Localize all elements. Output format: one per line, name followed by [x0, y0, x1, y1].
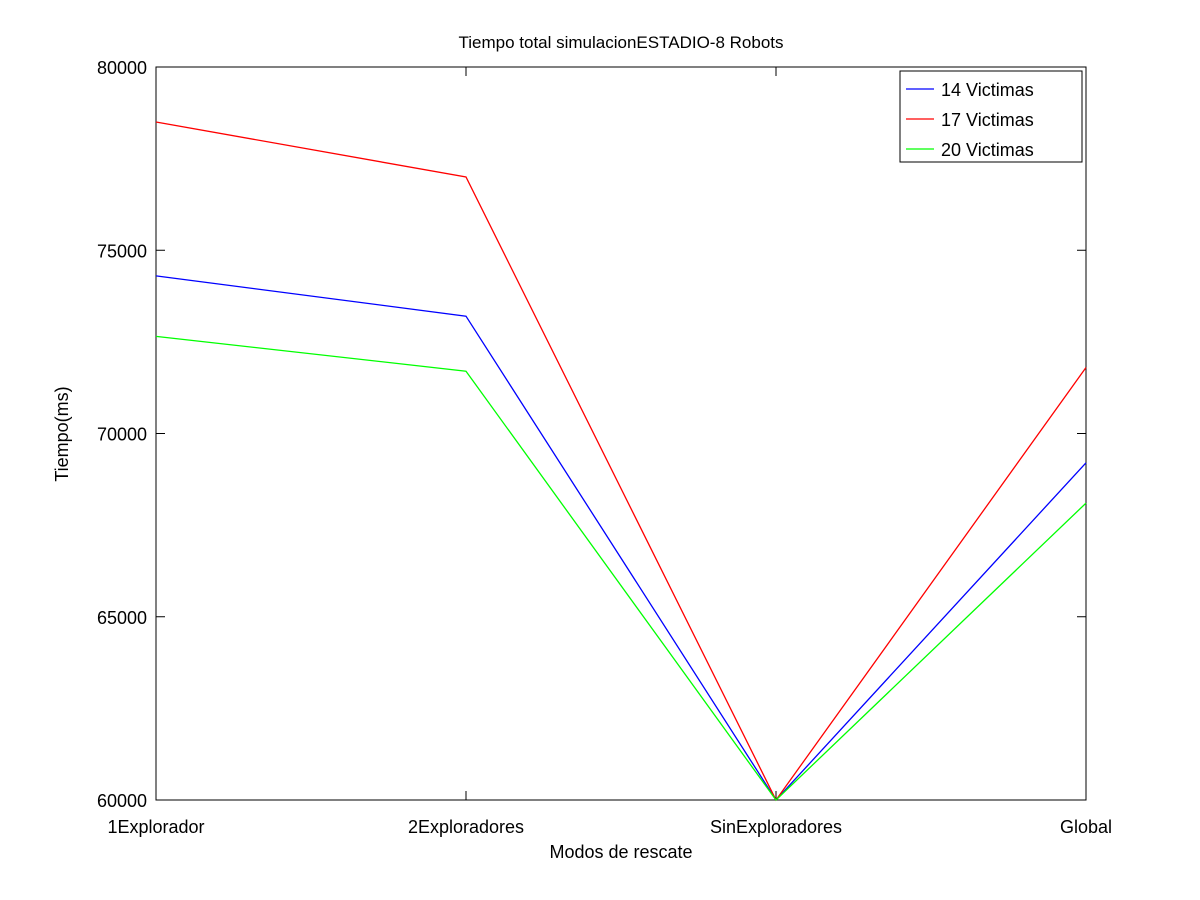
x-tick-label: 1Explorador	[107, 817, 204, 837]
series-line-2	[155, 121, 1087, 802]
legend-label: 17 Victimas	[941, 110, 1034, 130]
legend-label: 20 Victimas	[941, 140, 1034, 160]
series-lines	[155, 121, 1087, 802]
y-tick-label: 70000	[97, 425, 147, 445]
x-tick-label: Global	[1060, 817, 1112, 837]
axis-ticks: 1Explorador 2Exploradores SinExploradores G…	[97, 58, 1112, 837]
y-tick-label: 65000	[97, 608, 147, 628]
plot-area-frame	[155, 66, 1087, 801]
y-tick-label: 60000	[97, 791, 147, 811]
series-line-3	[155, 335, 1087, 801]
legend: 14 Victimas 17 Victimas 20 Victimas	[899, 70, 1083, 163]
series-line-1	[155, 275, 1087, 802]
y-tick-label: 80000	[97, 58, 147, 78]
x-axis-label: Modos de rescate	[549, 842, 692, 862]
legend-label: 14 Victimas	[941, 80, 1034, 100]
y-axis-label: Tiempo(ms)	[52, 386, 72, 481]
x-tick-label: SinExploradores	[710, 817, 842, 837]
legend-box	[899, 70, 1083, 163]
chart-title: Tiempo total simulacionESTADIO-8 Robots	[458, 33, 783, 52]
x-tick-label: 2Exploradores	[408, 817, 524, 837]
y-tick-label: 75000	[97, 241, 147, 261]
